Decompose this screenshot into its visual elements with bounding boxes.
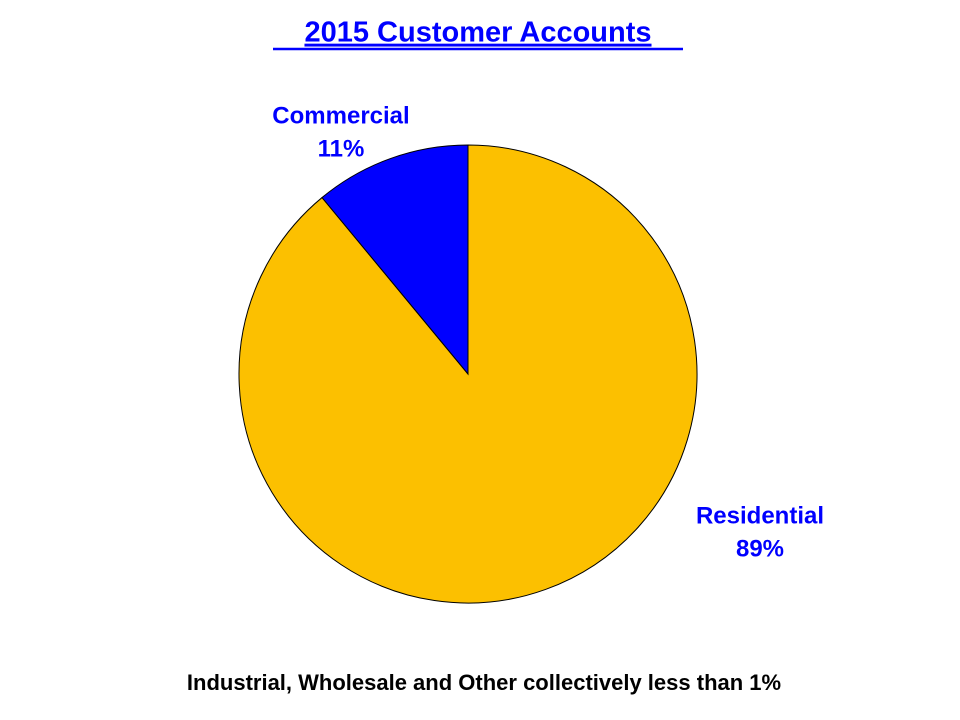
slice-value-label: 89% (736, 535, 784, 562)
pie-slice (321, 144, 469, 376)
slice-label: Residential (696, 502, 824, 529)
annotation: Industrial, Wholesale and Other collecti… (187, 670, 781, 695)
slice-value-label: 11% (318, 135, 365, 162)
slice-label: Commercial (272, 102, 409, 129)
chart-title: 2015 Customer Accounts (304, 17, 651, 49)
